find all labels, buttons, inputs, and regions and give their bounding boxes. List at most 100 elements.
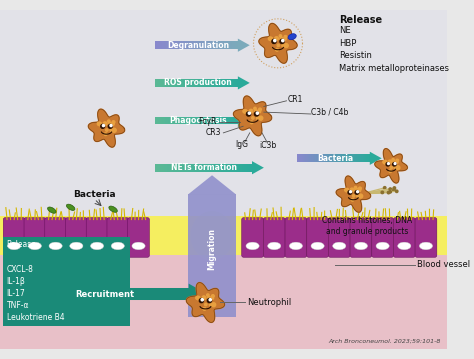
Circle shape [388, 160, 392, 164]
Polygon shape [356, 154, 358, 162]
Polygon shape [164, 79, 165, 87]
Polygon shape [237, 117, 238, 125]
Polygon shape [234, 96, 272, 136]
Circle shape [255, 110, 258, 113]
Polygon shape [235, 41, 237, 49]
Polygon shape [177, 117, 179, 125]
Circle shape [259, 116, 263, 120]
Polygon shape [332, 154, 334, 162]
Polygon shape [157, 164, 159, 172]
Polygon shape [168, 117, 170, 125]
Polygon shape [157, 79, 159, 87]
Ellipse shape [49, 242, 62, 250]
Ellipse shape [111, 242, 124, 250]
Polygon shape [155, 79, 157, 87]
Polygon shape [205, 164, 208, 172]
Polygon shape [217, 117, 219, 125]
Polygon shape [163, 117, 164, 125]
Circle shape [205, 303, 207, 306]
Circle shape [277, 44, 280, 47]
Polygon shape [215, 164, 217, 172]
Circle shape [393, 189, 395, 191]
Polygon shape [181, 164, 183, 172]
Circle shape [388, 163, 389, 164]
Circle shape [350, 191, 352, 193]
FancyBboxPatch shape [24, 218, 46, 257]
Polygon shape [324, 154, 325, 162]
Polygon shape [209, 79, 211, 87]
Polygon shape [189, 117, 190, 125]
Polygon shape [189, 164, 191, 172]
Circle shape [108, 122, 112, 126]
Polygon shape [175, 164, 177, 172]
Circle shape [110, 125, 112, 127]
Bar [189, 194, 236, 317]
Polygon shape [235, 79, 237, 87]
Polygon shape [212, 41, 214, 49]
Polygon shape [360, 154, 362, 162]
Polygon shape [361, 154, 363, 162]
Polygon shape [190, 117, 191, 125]
Polygon shape [299, 154, 301, 162]
Polygon shape [160, 164, 163, 172]
Polygon shape [201, 117, 203, 125]
Polygon shape [208, 41, 210, 49]
Circle shape [197, 296, 200, 300]
Polygon shape [200, 79, 201, 87]
Polygon shape [210, 117, 212, 125]
Polygon shape [160, 41, 162, 49]
Bar [3, 237, 130, 326]
FancyBboxPatch shape [107, 218, 128, 257]
Polygon shape [367, 154, 369, 162]
Circle shape [381, 191, 383, 194]
Circle shape [353, 195, 355, 197]
Polygon shape [302, 154, 303, 162]
Polygon shape [194, 164, 196, 172]
Polygon shape [168, 164, 171, 172]
Circle shape [392, 160, 396, 164]
Ellipse shape [8, 242, 21, 250]
Polygon shape [305, 154, 307, 162]
Polygon shape [311, 154, 313, 162]
Circle shape [389, 188, 392, 190]
Polygon shape [234, 117, 236, 125]
Text: ROS production: ROS production [164, 78, 232, 87]
Circle shape [348, 191, 352, 194]
Polygon shape [194, 79, 196, 87]
Polygon shape [182, 41, 183, 49]
Polygon shape [206, 117, 208, 125]
Polygon shape [200, 117, 201, 125]
Circle shape [108, 120, 110, 122]
Text: iC3b: iC3b [259, 141, 276, 150]
Polygon shape [217, 41, 219, 49]
FancyBboxPatch shape [307, 218, 328, 257]
Circle shape [284, 43, 288, 48]
Polygon shape [363, 154, 364, 162]
Polygon shape [375, 149, 408, 183]
Polygon shape [227, 41, 229, 49]
Polygon shape [186, 117, 188, 125]
Polygon shape [333, 154, 335, 162]
Circle shape [393, 187, 396, 189]
Circle shape [244, 110, 247, 113]
Polygon shape [192, 41, 194, 49]
Circle shape [394, 166, 397, 169]
Polygon shape [155, 41, 157, 49]
Polygon shape [220, 79, 222, 87]
Polygon shape [157, 117, 159, 125]
Polygon shape [208, 117, 210, 125]
Polygon shape [322, 154, 324, 162]
Polygon shape [161, 117, 163, 125]
Polygon shape [188, 164, 190, 172]
Circle shape [356, 192, 358, 194]
Circle shape [202, 296, 206, 300]
Polygon shape [238, 114, 250, 127]
Polygon shape [175, 79, 176, 87]
Polygon shape [161, 41, 163, 49]
Polygon shape [186, 41, 188, 49]
Polygon shape [229, 41, 231, 49]
Polygon shape [177, 41, 179, 49]
Polygon shape [343, 154, 345, 162]
Ellipse shape [66, 204, 75, 210]
Polygon shape [201, 41, 203, 49]
